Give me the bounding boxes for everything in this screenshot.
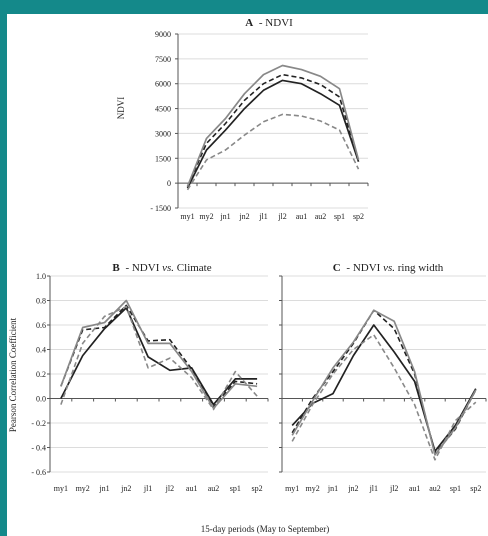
chart-c-title: C - NDVI vs. ring width — [333, 262, 444, 274]
xtick-label: sp1 — [230, 484, 241, 493]
chart-c-ndvi-vs-ring-width: C - NDVI vs. ring width my1 my2 jn1 jn2 jl1 j… — [279, 262, 487, 493]
xtick-label: au1 — [409, 484, 421, 493]
chart-a-series — [186, 64, 360, 191]
ytick-label: 0.8 — [36, 297, 46, 306]
chart-b-ytick-labels: - 0.6 - 0.4 - 0.2 0.0 0.2 0.4 0.6 0.8 1.0 — [31, 272, 46, 477]
chart-a-title: A - NDVI — [245, 17, 293, 29]
xtick-label: jn2 — [238, 212, 249, 221]
ytick-label: 6000 — [155, 80, 171, 89]
xtick-label: sp2 — [353, 212, 364, 221]
xtick-label: jn2 — [120, 484, 131, 493]
xtick-label: my1 — [180, 212, 194, 221]
chart-b-ndvi-vs-climate: B - NDVI vs. Climate Pearson Correlation… — [8, 262, 269, 493]
chart-a-axes — [175, 33, 369, 209]
chart-c-title-text-part-2: vs. — [383, 262, 395, 274]
chart-c-title-text-part-1: - NDVI — [346, 262, 383, 274]
shared-xlabel: 15-day periods (May to September) — [201, 524, 329, 534]
xtick-label: au2 — [208, 484, 220, 493]
chart-b-gridlines — [50, 275, 268, 473]
series-line-dashed-gray — [291, 333, 477, 461]
series-line-dashed-black — [291, 309, 477, 455]
chart-b-title-text-part-2: vs. — [162, 262, 174, 274]
ytick-label: 3000 — [155, 129, 171, 138]
series-line-dashed-gray — [186, 113, 360, 191]
chart-b-title-letter: B — [112, 262, 120, 274]
xtick-label: my2 — [199, 212, 213, 221]
chart-c-gridlines — [282, 275, 486, 473]
chart-a-xtick-labels: my1 my2 jn1 jn2 jl1 jl2 au1 au2 sp1 sp2 — [180, 212, 364, 221]
chart-b-series — [60, 299, 258, 411]
xtick-label: my1 — [54, 484, 68, 493]
ytick-label: 0.0 — [36, 395, 46, 404]
xtick-label: jl1 — [369, 484, 378, 493]
chart-b-title: B - NDVI vs. Climate — [112, 262, 211, 274]
series-line-solid-black — [186, 79, 360, 189]
chart-c-title-letter: C — [333, 262, 341, 274]
chart-a-title-text: - NDVI — [259, 17, 293, 29]
ytick-label: 0.2 — [36, 370, 46, 379]
ytick-label: 4500 — [155, 105, 171, 114]
xtick-label: jl2 — [165, 484, 174, 493]
chart-b-ylabel: Pearson Correlation Coefficient — [8, 317, 18, 432]
chart-b-xtick-labels: my1 my2 jn1 jn2 jl1 jl2 au1 au2 sp1 sp2 — [54, 484, 263, 493]
series-line-solid-black — [291, 324, 477, 453]
chart-a-ylabel: NDVI — [116, 97, 126, 120]
ytick-label: 0 — [167, 179, 171, 188]
xtick-label: jl1 — [258, 212, 267, 221]
xtick-label: au1 — [186, 484, 198, 493]
ytick-label: 1500 — [155, 154, 171, 163]
ytick-label: - 0.6 — [31, 468, 46, 477]
xtick-label: sp1 — [334, 212, 345, 221]
figure-panel — [7, 14, 488, 536]
xtick-label: sp2 — [470, 484, 481, 493]
xtick-label: jl1 — [143, 484, 152, 493]
series-line-solid-black — [60, 307, 258, 406]
chart-b-title-text-part-1: - NDVI — [125, 262, 162, 274]
series-line-dashed-black — [186, 73, 360, 187]
xtick-label: au2 — [315, 212, 327, 221]
ytick-label: - 0.4 — [31, 444, 46, 453]
ytick-label: 0.6 — [36, 321, 46, 330]
series-line-dashed-gray — [60, 305, 258, 411]
chart-a-ytick-labels: - 1500 0 1500 3000 4500 6000 7500 9000 — [150, 30, 171, 213]
ytick-label: 9000 — [155, 30, 171, 39]
ytick-label: 0.4 — [36, 346, 46, 355]
xtick-label: sp1 — [450, 484, 461, 493]
xtick-label: my2 — [76, 484, 90, 493]
xtick-label: jn1 — [219, 212, 230, 221]
chart-a-gridlines — [178, 33, 368, 209]
xtick-label: au2 — [429, 484, 441, 493]
xtick-label: jn1 — [327, 484, 338, 493]
chart-c-xtick-labels: my1 my2 jn1 jn2 jl1 jl2 au1 au2 sp1 sp2 — [285, 484, 481, 493]
chart-a-title-letter: A — [245, 17, 253, 29]
chart-b-title-text-part-3: Climate — [177, 262, 212, 274]
chart-b-axes — [47, 275, 269, 473]
chart-c-title-text-part-3: ring width — [398, 262, 444, 274]
ytick-label: - 0.2 — [31, 419, 46, 428]
xtick-label: jl2 — [277, 212, 286, 221]
xtick-label: au1 — [296, 212, 308, 221]
series-line-dashed-black — [60, 304, 258, 408]
series-line-solid-gray — [60, 299, 258, 410]
ytick-label: 1.0 — [36, 272, 46, 281]
ytick-label: 7500 — [155, 55, 171, 64]
ytick-label: - 1500 — [150, 204, 171, 213]
xtick-label: my1 — [285, 484, 299, 493]
xtick-label: jn1 — [98, 484, 109, 493]
chart-a-ndvi: A - NDVI NDVI - 1500 0 1500 3000 4500 6000 750… — [116, 17, 369, 221]
series-line-solid-gray — [186, 64, 360, 187]
xtick-label: jn2 — [347, 484, 358, 493]
xtick-label: jl2 — [389, 484, 398, 493]
chart-c-series — [291, 309, 477, 461]
xtick-label: sp2 — [252, 484, 263, 493]
xtick-label: my2 — [305, 484, 319, 493]
